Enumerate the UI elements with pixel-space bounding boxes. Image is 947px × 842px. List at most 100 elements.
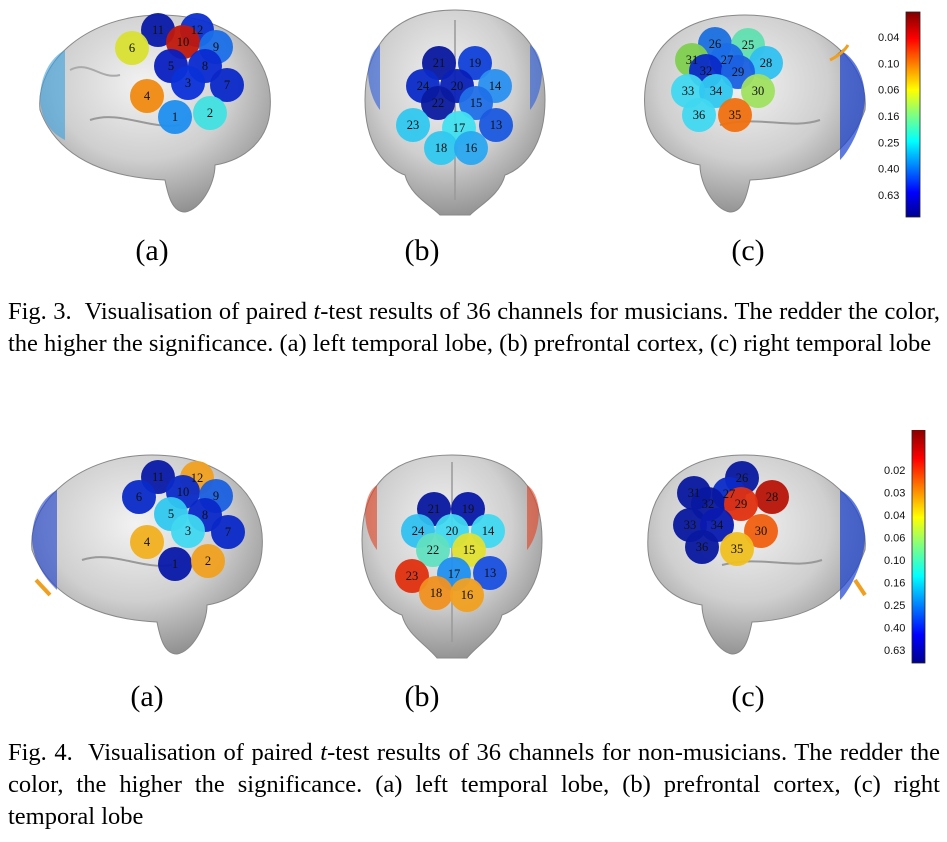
fig3-caption-text-a: Visualisation of paired (84, 298, 314, 325)
fig4-channel-11-label: 11 (152, 470, 164, 484)
fig4-caption-prefix: Fig. 4. (8, 739, 73, 766)
fig4-colorbar-tick-5: 0.16 (884, 578, 905, 590)
fig4-channel-35-label: 35 (731, 542, 744, 556)
figure-4: 11 12 6 10 9 5 8 3 7 4 1 2 21 19 24 20 14 22 15 23 17 13 18 16… (0, 430, 947, 842)
fig3-channel-20-label: 20 (451, 79, 464, 93)
fig4-channel-19-label: 19 (462, 502, 475, 516)
fig3-panel-b-channels: 21 19 24 20 14 22 15 23 17 13 18 16 (396, 46, 513, 165)
fig4-colorbar-tick-8: 0.63 (884, 645, 905, 657)
fig3-channel-2-patch (193, 96, 227, 130)
fig4-channel-4-label: 4 (144, 535, 151, 549)
fig4-channel-30-patch (744, 514, 778, 548)
fig3-colorbar-tick-3: 0.16 (878, 111, 899, 123)
fig3-channel-13-patch (479, 108, 513, 142)
fig3-channel-5-label: 5 (168, 59, 174, 73)
fig4-channel-3-patch (171, 514, 205, 548)
fig3-channel-32-label: 32 (700, 64, 713, 78)
fig3-channel-23-label: 23 (407, 118, 420, 132)
fig3-colorbar-tick-4: 0.25 (878, 137, 899, 149)
fig3-channel-7-patch (210, 68, 244, 102)
fig4-channel-32-label: 32 (702, 497, 715, 511)
fig3-channel-35-label: 35 (729, 108, 742, 122)
fig4-channel-27-label: 27 (723, 487, 736, 501)
fig4-caption-t: t (320, 739, 328, 766)
fig3-channel-12-label: 12 (191, 23, 204, 37)
fig4-panel-c-channels: 26 31 27 28 32 29 33 34 30 36 35 (673, 461, 789, 566)
fig4-channel-13-label: 13 (484, 566, 497, 580)
fig4-channel-22-patch (416, 533, 450, 567)
figure-3: 11 12 10 9 6 5 8 3 7 4 1 2 21 19 24 20 14 22 15 23 17 13 18 16… (0, 0, 947, 420)
fig3-channel-35-patch (718, 98, 752, 132)
fig3-channel-36-patch (682, 98, 716, 132)
fig3-channel-28-label: 28 (760, 56, 773, 70)
fig4-colorbar-tick-7: 0.40 (884, 623, 905, 635)
fig3-channel-22-label: 22 (432, 96, 445, 110)
fig3-channel-15-patch (459, 86, 493, 120)
fig4-channel-31-label: 31 (688, 486, 701, 500)
fig3-channel-9-label: 9 (213, 40, 219, 54)
fig3-channel-22-patch (421, 86, 455, 120)
fig4-channel-7-label: 7 (225, 525, 231, 539)
fig4-panel-a-channels: 11 126 10 95 83 741 2 (122, 460, 245, 581)
fig4-channel-29-patch (724, 487, 758, 521)
fig4-channel-33-label: 33 (684, 518, 697, 532)
fig3-channel-17-label: 17 (453, 121, 466, 135)
fig4-channel-1-patch (158, 547, 192, 581)
fig3-channel-4-label: 4 (144, 89, 151, 103)
fig3-channel-7-label: 7 (224, 78, 230, 92)
fig3-channel-3-label: 3 (185, 76, 191, 90)
fig4-caption-text-a: Visualisation of paired (88, 739, 321, 766)
fig4-label-b: (b) (404, 680, 440, 713)
fig3-channel-24-label: 24 (417, 79, 430, 93)
fig3-channel-26-label: 26 (709, 37, 722, 51)
fig4-caption-text-b: -test results of 36 channels for non-mus… (8, 739, 941, 830)
fig4-channel-16-label: 16 (461, 588, 474, 602)
fig4-channel-5-label: 5 (168, 507, 174, 521)
fig3-channel-10-label: 10 (177, 35, 190, 49)
fig3-colorbar-tick-1: 0.10 (878, 58, 899, 70)
fig3-colorbar-tick-2: 0.06 (878, 85, 899, 97)
fig3-channel-11-label: 11 (152, 23, 164, 37)
fig4-channel-28-label: 28 (766, 490, 779, 504)
fig4-channel-7-patch (211, 515, 245, 549)
fig3-channel-1-label: 1 (172, 110, 178, 124)
fig4-panel-b-brain (361, 454, 543, 659)
fig3-channel-34-label: 34 (710, 84, 723, 98)
fig4-channel-13-patch (473, 556, 507, 590)
fig4-channel-18-patch (419, 576, 453, 610)
fig4-colorbar-tick-0: 0.02 (884, 465, 905, 477)
fig4-channel-4-patch (130, 525, 164, 559)
fig3-channel-2-label: 2 (207, 106, 213, 120)
fig3-channel-27-label: 27 (721, 53, 734, 67)
fig4-channel-30-label: 30 (755, 524, 768, 538)
fig3-channel-30-label: 30 (752, 84, 765, 98)
fig3-channel-31-label: 31 (686, 53, 699, 67)
fig4-channel-6-label: 6 (136, 490, 142, 504)
fig3-channel-18-patch (424, 131, 458, 165)
fig3-panel-c-channels: 26 25 31 27 28 32 29 33 34 30 36 35 (671, 27, 783, 132)
fig3-channel-16-label: 16 (465, 141, 478, 155)
fig3-label-c: (c) (731, 234, 765, 267)
fig4-colorbar-tick-1: 0.03 (884, 488, 905, 500)
fig4-channel-20-label: 20 (446, 524, 459, 538)
fig3-label-a: (a) (135, 234, 169, 267)
fig3-channel-29-label: 29 (732, 65, 745, 79)
fig4-channel-22-label: 22 (427, 543, 440, 557)
fig4-colorbar (911, 430, 926, 664)
fig3-caption-t: t (313, 298, 321, 325)
fig3-channel-33-label: 33 (682, 84, 695, 98)
fig3-channel-4-patch (130, 79, 164, 113)
fig4-channel-29-label: 29 (735, 497, 748, 511)
fig3-colorbar (905, 11, 921, 218)
fig4-label-a: (a) (130, 680, 164, 713)
fig3-channel-6-patch (115, 31, 149, 65)
fig3-channel-16-patch (454, 131, 488, 165)
fig3-label-b: (b) (404, 234, 440, 267)
fig4-channel-3-label: 3 (185, 524, 191, 538)
fig3-channel-28-patch (749, 46, 783, 80)
fig4-channel-36-label: 36 (696, 540, 709, 554)
fig3-channel-15-label: 15 (470, 96, 483, 110)
fig4-colorbar-ticks: 0.02 0.03 0.04 0.06 0.10 0.16 0.25 0.40 0.63 (884, 465, 905, 657)
